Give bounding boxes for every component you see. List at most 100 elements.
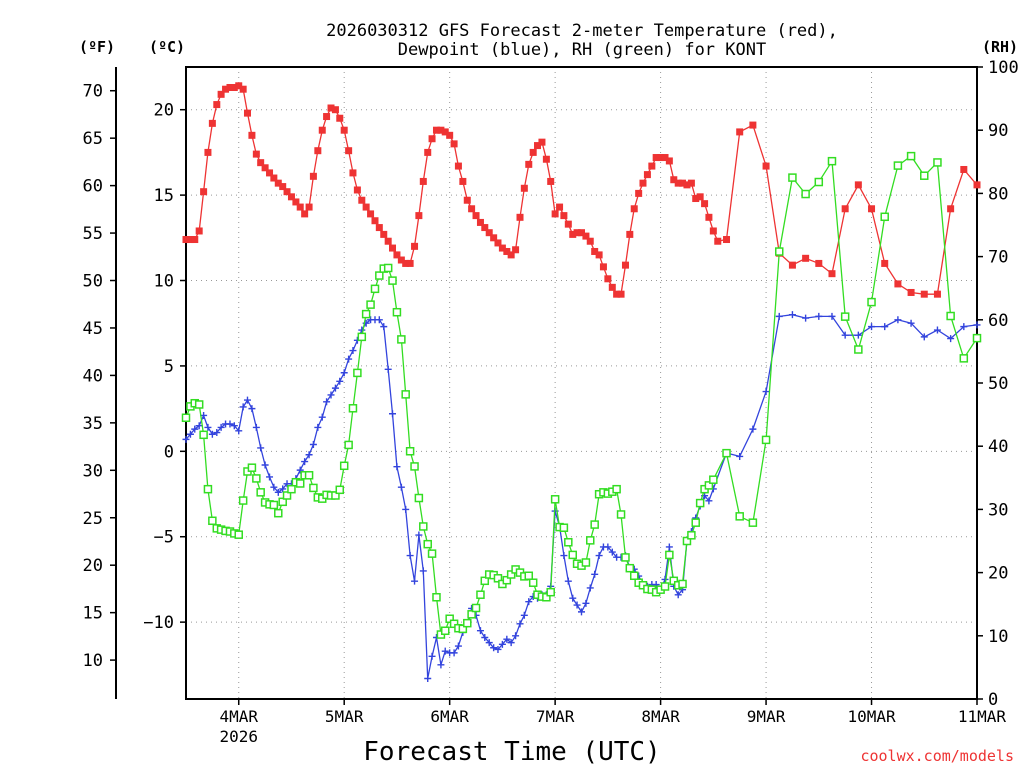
temperature-point bbox=[279, 183, 287, 191]
rh-point bbox=[335, 485, 345, 495]
dewpoint-point bbox=[569, 594, 577, 602]
rh-point bbox=[252, 474, 261, 483]
dewpoint-point bbox=[243, 396, 251, 404]
dewpoint-point bbox=[384, 365, 392, 373]
rh-point bbox=[410, 462, 419, 471]
fahrenheit-tick-label: 55 bbox=[83, 224, 103, 244]
temperature-point bbox=[432, 126, 440, 134]
rh-point bbox=[748, 518, 758, 527]
rh-unit-label: (RH) bbox=[982, 38, 1018, 56]
dewpoint-point bbox=[595, 552, 603, 560]
dewpoint-point bbox=[802, 314, 810, 322]
dewpoint-point bbox=[331, 384, 339, 392]
temperature-point bbox=[670, 176, 678, 184]
rh-point bbox=[972, 333, 982, 343]
dewpoint-point bbox=[494, 645, 502, 653]
dewpoint-point bbox=[507, 639, 515, 647]
rh-point bbox=[709, 475, 718, 484]
dewpoint-point bbox=[525, 598, 533, 606]
rh-point bbox=[208, 516, 217, 526]
rh-point bbox=[388, 276, 397, 285]
temperature-point bbox=[459, 177, 467, 185]
rh-point bbox=[946, 311, 955, 321]
rh-tick-label: 60 bbox=[988, 311, 1008, 331]
rh-tick-label: 70 bbox=[988, 248, 1008, 268]
temperature-point bbox=[274, 179, 282, 187]
temperature-point bbox=[182, 236, 190, 244]
temperature-point bbox=[687, 179, 695, 187]
dewpoint-point bbox=[604, 543, 612, 551]
rh-point bbox=[502, 575, 512, 585]
temperature-point bbox=[788, 261, 796, 269]
temperature-point bbox=[384, 237, 392, 245]
dewpoint-point bbox=[608, 548, 616, 556]
temperature-point bbox=[679, 179, 687, 187]
temperature-point bbox=[815, 259, 823, 267]
dewpoint-point bbox=[380, 323, 388, 331]
rh-tick-label: 30 bbox=[988, 500, 1008, 520]
dewpoint-point bbox=[476, 627, 484, 635]
temperature-point bbox=[406, 259, 414, 267]
temperature-point bbox=[556, 203, 564, 211]
temperature-point bbox=[217, 90, 225, 98]
temperature-point bbox=[854, 181, 862, 189]
rh-point bbox=[331, 491, 340, 500]
temperature-point bbox=[604, 275, 612, 283]
dewpoint-point bbox=[881, 323, 889, 331]
rh-point bbox=[493, 574, 503, 583]
rh-point bbox=[397, 335, 406, 344]
dewpoint-point bbox=[266, 473, 274, 481]
temperature-point bbox=[933, 290, 941, 298]
temperature-point bbox=[613, 290, 621, 298]
rh-point bbox=[375, 271, 384, 280]
dewpoint-point bbox=[305, 451, 313, 459]
dewpoint-point bbox=[828, 312, 836, 320]
temperature-point bbox=[547, 177, 555, 185]
temperature-point bbox=[573, 229, 581, 237]
dewpoint-point bbox=[318, 413, 326, 421]
rh-tick-label: 10 bbox=[988, 627, 1008, 647]
temperature-point bbox=[318, 126, 326, 134]
rh-tick-label: 50 bbox=[988, 374, 1008, 394]
rh-point bbox=[506, 570, 516, 579]
grid-lines bbox=[186, 67, 977, 699]
dewpoint-point bbox=[450, 649, 458, 657]
celsius-tick-label: 20 bbox=[154, 101, 174, 121]
rh-point bbox=[542, 592, 551, 602]
rh-point bbox=[274, 508, 283, 518]
temperature-point bbox=[195, 227, 203, 235]
temperature-point bbox=[446, 131, 454, 139]
rh-point bbox=[788, 173, 797, 182]
temperature-point bbox=[551, 210, 559, 218]
rh-point bbox=[722, 448, 731, 458]
rh-point bbox=[339, 461, 349, 471]
temperature-point bbox=[538, 138, 546, 146]
temperature-point bbox=[402, 259, 410, 267]
temperature-point bbox=[626, 230, 634, 238]
rh-tick-label: 100 bbox=[988, 58, 1019, 78]
temperature-point bbox=[701, 200, 709, 208]
temperature-point bbox=[463, 196, 471, 204]
temperature-point bbox=[191, 236, 199, 244]
temperature-point bbox=[309, 172, 317, 180]
rh-point bbox=[471, 603, 481, 613]
dewpoint-point bbox=[358, 326, 366, 334]
dewpoint-point bbox=[868, 323, 876, 331]
fahrenheit-tick-label: 60 bbox=[83, 177, 103, 197]
dewpoint-point bbox=[503, 635, 511, 643]
temperature-point bbox=[564, 220, 572, 228]
temperature-point bbox=[881, 259, 889, 267]
dewpoint-point bbox=[402, 505, 410, 513]
rh-point bbox=[458, 624, 468, 634]
rh-point bbox=[660, 582, 670, 591]
temperature-point bbox=[621, 261, 629, 269]
temperature-point bbox=[485, 229, 493, 237]
temperature-point bbox=[542, 155, 550, 163]
rh-point bbox=[295, 479, 305, 488]
dewpoint-point bbox=[586, 584, 594, 592]
dewpoint-point bbox=[512, 632, 520, 640]
temperature-point bbox=[230, 83, 238, 91]
rh-point bbox=[665, 550, 674, 560]
dewpoint-point bbox=[516, 620, 524, 628]
